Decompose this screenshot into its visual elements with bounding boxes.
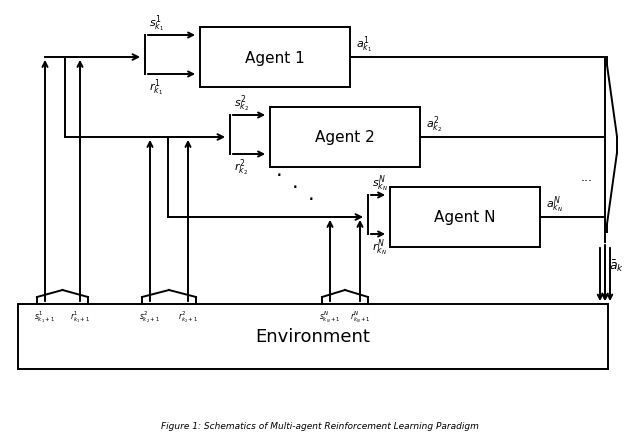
Text: $s^N_{k_N}$: $s^N_{k_N}$ bbox=[372, 173, 388, 194]
Bar bbox=[270, 108, 420, 168]
Bar bbox=[390, 187, 540, 247]
Text: $r^N_{k_N}$: $r^N_{k_N}$ bbox=[372, 237, 387, 257]
Text: $s^1_{k_1}$: $s^1_{k_1}$ bbox=[149, 13, 164, 34]
Bar bbox=[18, 304, 608, 369]
Text: $a^N_{k_N}$: $a^N_{k_N}$ bbox=[546, 194, 563, 215]
Text: $s^N_{k_N+1}$: $s^N_{k_N+1}$ bbox=[319, 308, 340, 324]
Text: $\cdot$: $\cdot$ bbox=[291, 176, 297, 195]
Text: Environment: Environment bbox=[255, 328, 371, 346]
Text: $r^1_{k_1}$: $r^1_{k_1}$ bbox=[149, 77, 163, 98]
Text: $\cdot$: $\cdot$ bbox=[307, 187, 313, 208]
Bar bbox=[200, 28, 350, 88]
Text: Figure 1: Schematics of Multi-agent Reinforcement Learning Paradigm: Figure 1: Schematics of Multi-agent Rein… bbox=[161, 421, 479, 430]
Text: $r^2_{k_2+1}$: $r^2_{k_2+1}$ bbox=[178, 308, 198, 324]
Text: Agent 2: Agent 2 bbox=[315, 130, 375, 145]
Text: $s^2_{k_2}$: $s^2_{k_2}$ bbox=[234, 93, 249, 114]
Text: $a^1_{k_1}$: $a^1_{k_1}$ bbox=[356, 34, 372, 55]
Text: Agent N: Agent N bbox=[435, 210, 496, 225]
Text: $\bar{a}_k$: $\bar{a}_k$ bbox=[609, 258, 624, 273]
Text: $s^2_{k_2+1}$: $s^2_{k_2+1}$ bbox=[140, 308, 161, 324]
Text: $r^1_{k_1+1}$: $r^1_{k_1+1}$ bbox=[70, 308, 90, 324]
Text: $r^2_{k_2}$: $r^2_{k_2}$ bbox=[234, 157, 248, 177]
Text: ...: ... bbox=[581, 171, 593, 184]
Text: $\cdot$: $\cdot$ bbox=[275, 164, 281, 184]
Text: Agent 1: Agent 1 bbox=[245, 50, 305, 65]
Text: $s^1_{k_1+1}$: $s^1_{k_1+1}$ bbox=[35, 308, 56, 324]
Text: $r^N_{k_N+1}$: $r^N_{k_N+1}$ bbox=[349, 308, 371, 324]
Text: $a^2_{k_2}$: $a^2_{k_2}$ bbox=[426, 114, 442, 135]
